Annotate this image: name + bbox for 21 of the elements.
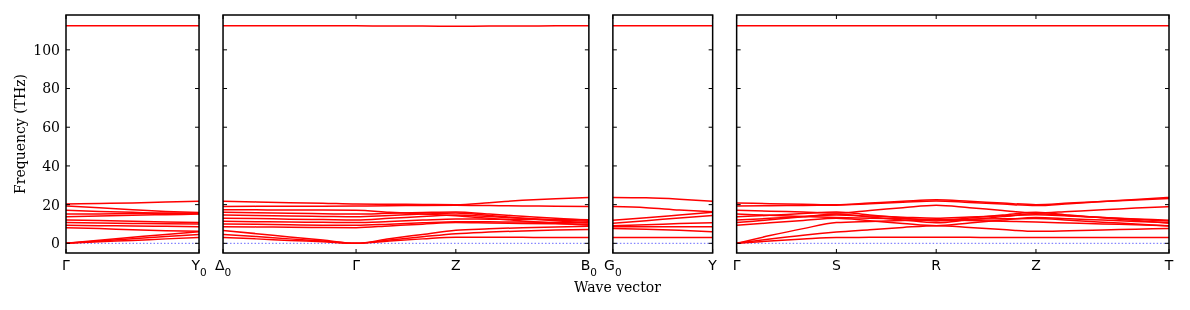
y-tick-label: 40: [42, 157, 60, 174]
x-tick-label: Γ: [732, 257, 741, 273]
x-tick-label: S: [831, 257, 841, 273]
x-tick-label: G$_{0}$: [604, 257, 622, 278]
x-tick-label: Z: [1031, 257, 1041, 273]
y-tick-label: 0: [51, 235, 60, 252]
x-tick-label: Γ: [352, 257, 361, 273]
x-tick-label: Δ$_{0}$: [214, 257, 232, 278]
x-tick-label: Y$_{0}$: [190, 257, 207, 278]
y-axis-title: Frequency (THz): [12, 73, 28, 195]
y-tick-label: 100: [33, 41, 60, 58]
x-tick-label: R: [931, 257, 942, 273]
y-tick-label: 60: [42, 119, 60, 136]
y-tick-label: 20: [42, 196, 60, 213]
x-tick-label: Z: [451, 257, 461, 273]
x-tick-label: T: [1163, 257, 1174, 273]
x-tick-label: Γ: [62, 257, 71, 273]
x-tick-label: B$_{0}$: [580, 257, 598, 278]
x-axis-title: Wave vector: [574, 279, 662, 295]
y-tick-label: 80: [42, 80, 60, 97]
x-tick-label: Y: [707, 257, 718, 273]
